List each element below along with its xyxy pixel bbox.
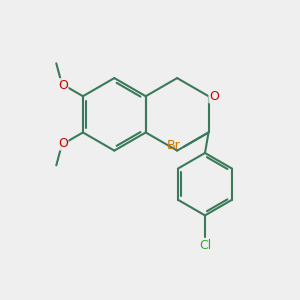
Text: O: O xyxy=(209,90,219,103)
Text: Cl: Cl xyxy=(199,239,211,252)
Text: O: O xyxy=(58,79,68,92)
Text: O: O xyxy=(58,137,68,150)
Text: Br: Br xyxy=(167,140,181,152)
